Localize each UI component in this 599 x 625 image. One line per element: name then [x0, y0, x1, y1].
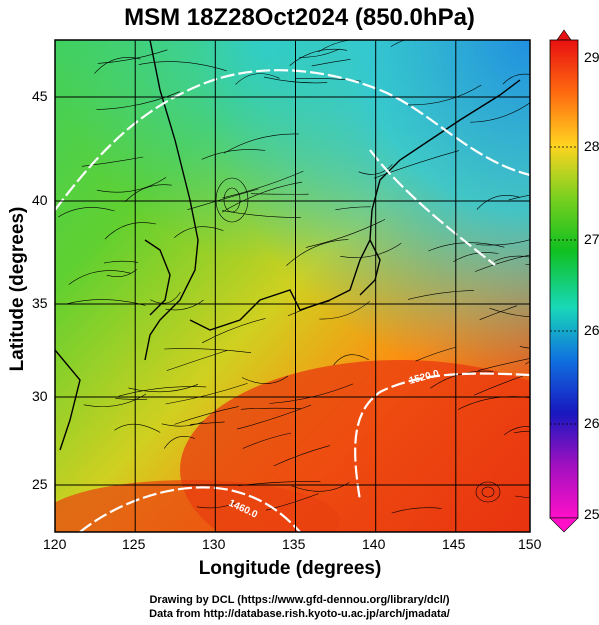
x-tick-130: 130 [202, 536, 226, 552]
y-tick-30: 30 [32, 388, 48, 404]
x-tick-145: 145 [442, 536, 466, 552]
x-tick-125: 125 [122, 536, 146, 552]
colorbar-tick-285: 285 [584, 138, 599, 154]
colorbar-tick-261: 261 [584, 415, 599, 431]
x-tick-120: 120 [43, 536, 67, 552]
y-tick-35: 35 [32, 295, 48, 311]
x-tick-150: 150 [518, 536, 542, 552]
x-tick-140: 140 [362, 536, 386, 552]
credit-data: Data from http://database.rish.kyoto-u.a… [149, 608, 450, 620]
colorbar [549, 29, 579, 533]
y-axis-label: Latitude (degrees) [7, 206, 28, 372]
coastlines [55, 40, 521, 451]
wind-streamlines [58, 40, 530, 514]
credit-drawing: Drawing by DCL (https://www.gfd-dennou.o… [149, 594, 450, 606]
y-tick-25: 25 [32, 476, 48, 492]
temperature-field [55, 40, 530, 532]
map-title: MSM 18Z28Oct2024 (850.0hPa) [124, 4, 475, 31]
graticule [55, 40, 530, 532]
colorbar-tick-277: 277 [584, 231, 599, 247]
colorbar-tick-293: 293 [584, 49, 599, 65]
x-tick-135: 135 [282, 536, 306, 552]
colorbar-tick-269: 269 [584, 322, 599, 338]
y-tick-40: 40 [32, 192, 48, 208]
height-contours [55, 69, 530, 532]
y-tick-45: 45 [32, 88, 48, 104]
colorbar-tick-253: 253 [584, 506, 599, 522]
x-axis-label: Longitude (degrees) [198, 558, 382, 579]
plot-frame [54, 39, 531, 533]
